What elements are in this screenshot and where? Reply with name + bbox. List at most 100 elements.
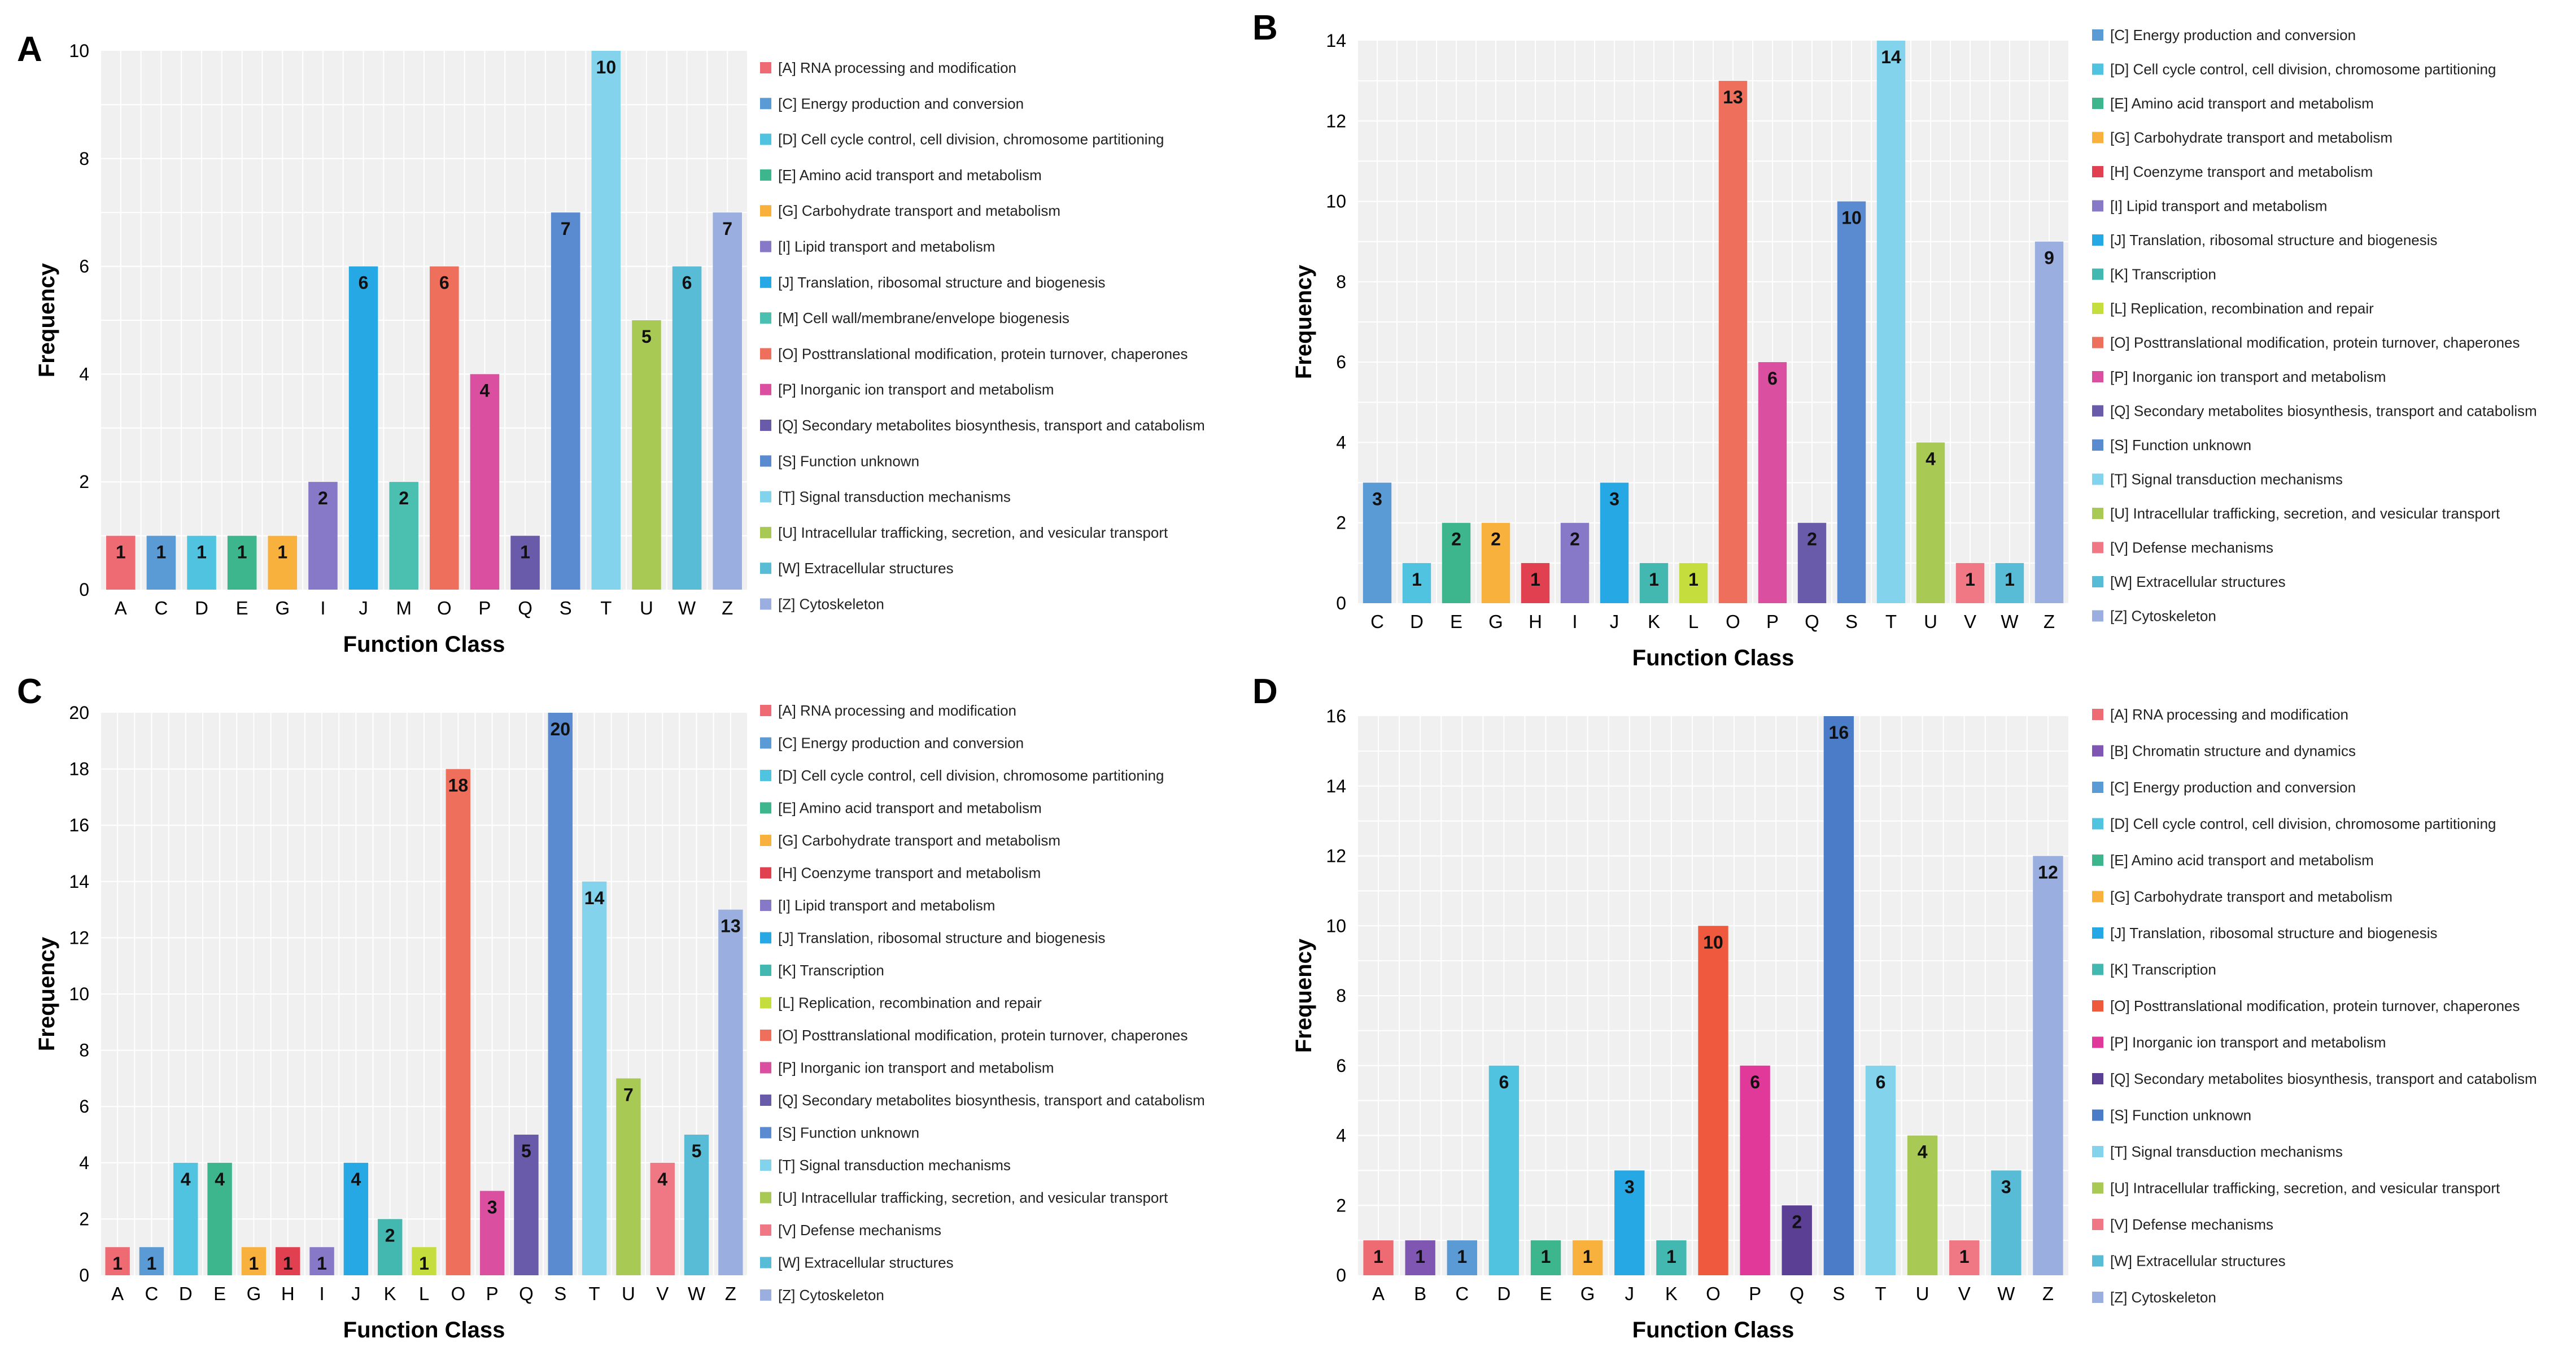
legend-swatch	[760, 133, 771, 145]
legend-entry: [T] Signal transduction mechanisms	[778, 489, 1011, 505]
legend-entry: [O] Posttranslational modification, prot…	[2110, 334, 2520, 351]
legend-entry: [U] Intracellular trafficking, secretion…	[2110, 1180, 2500, 1197]
x-tick-label: K	[384, 1283, 396, 1304]
bar-value-label: 9	[2044, 248, 2054, 268]
legend-entry: [J] Translation, ribosomal structure and…	[2110, 925, 2438, 941]
bar-o	[1698, 926, 1728, 1275]
legend-swatch	[2092, 1182, 2103, 1194]
bar-value-label: 2	[318, 488, 328, 508]
panel-letter: B	[1252, 8, 1278, 47]
legend-entry: [Z] Cytoskeleton	[778, 1287, 884, 1304]
legend-swatch	[760, 455, 771, 467]
legend-swatch	[2092, 337, 2103, 348]
legend-entry: [W] Extracellular structures	[778, 560, 954, 577]
x-tick-label: C	[145, 1283, 159, 1304]
y-tick-label: 2	[1336, 513, 1346, 533]
bar-value-label: 3	[1609, 489, 1619, 509]
bar-u	[616, 1078, 641, 1275]
bar-value-label: 10	[596, 57, 617, 77]
legend-swatch	[2092, 200, 2103, 212]
legend-swatch	[2092, 29, 2103, 41]
legend-swatch	[760, 1127, 771, 1139]
legend-swatch	[760, 835, 771, 846]
x-tick-label: M	[396, 598, 412, 618]
bar-w	[1995, 563, 2024, 603]
panel-letter: A	[17, 30, 42, 69]
bar-value-label: 12	[2038, 862, 2058, 883]
legend-swatch	[760, 737, 771, 749]
legend-entry: [W] Extracellular structures	[778, 1254, 954, 1271]
x-tick-label: B	[1414, 1283, 1426, 1304]
x-tick-label: W	[678, 598, 696, 618]
x-tick-label: G	[1488, 611, 1503, 632]
bar-w	[1991, 1170, 2021, 1275]
y-tick-label: 20	[69, 703, 89, 723]
legend-entry: [E] Amino acid transport and metabolism	[2110, 852, 2374, 869]
bar-value-label: 4	[657, 1169, 667, 1189]
y-tick-label: 8	[79, 1040, 89, 1061]
legend-entry: [L] Replication, recombination and repai…	[778, 995, 1042, 1012]
panel-letter: D	[1252, 672, 1278, 711]
x-axis-title: Function Class	[1632, 1318, 1795, 1342]
legend-swatch	[760, 770, 771, 781]
x-tick-label: V	[656, 1283, 669, 1304]
bar-a	[105, 1247, 130, 1275]
x-tick-label: E	[213, 1283, 226, 1304]
bar-z	[713, 212, 742, 590]
bar-value-label: 1	[1457, 1246, 1467, 1267]
legend-entry: [U] Intracellular trafficking, secretion…	[2110, 505, 2500, 522]
x-tick-label: T	[588, 1283, 600, 1304]
legend-entry: [C] Energy production and conversion	[778, 95, 1024, 112]
bar-o	[446, 769, 471, 1275]
legend-swatch	[760, 62, 771, 73]
bar-k	[1656, 1240, 1687, 1275]
legend-entry: [C] Energy production and conversion	[2110, 779, 2356, 796]
legend-swatch	[2092, 610, 2103, 622]
x-tick-label: O	[1726, 611, 1740, 632]
y-tick-label: 10	[69, 984, 89, 1004]
bar-i	[308, 482, 338, 590]
x-tick-label: C	[1455, 1283, 1469, 1304]
bar-k	[377, 1219, 403, 1275]
legend-entry: [V] Defense mechanisms	[2110, 539, 2273, 556]
x-tick-label: Q	[1805, 611, 1819, 632]
legend-swatch	[760, 312, 771, 324]
legend-entry: [C] Energy production and conversion	[2110, 27, 2356, 43]
bar-value-label: 10	[1841, 208, 1862, 228]
legend: [A] RNA processing and modification [B] C…	[2092, 706, 2537, 1306]
bar-q	[1782, 1205, 1812, 1275]
bar-value-label: 13	[721, 916, 741, 936]
legend-swatch	[2092, 405, 2103, 417]
bar-s	[1837, 201, 1866, 604]
x-tick-label: K	[1665, 1283, 1678, 1304]
legend-entry: [I] Lipid transport and metabolism	[778, 238, 995, 255]
legend-entry: [D] Cell cycle control, cell division, c…	[778, 131, 1164, 148]
bar-value-label: 4	[480, 380, 490, 400]
bar-value-label: 1	[1412, 569, 1422, 590]
bar-a	[1363, 1240, 1394, 1275]
legend-swatch	[760, 383, 771, 395]
bar-s	[548, 713, 573, 1275]
y-tick-label: 4	[79, 364, 89, 384]
bar-value-label: 7	[722, 219, 732, 239]
legend-swatch	[760, 900, 771, 911]
legend-swatch	[760, 705, 771, 716]
bar-h	[276, 1247, 300, 1275]
bar-value-label: 4	[181, 1169, 191, 1189]
legend-swatch	[760, 802, 771, 814]
x-tick-label: T	[1885, 611, 1897, 632]
bar-value-label: 4	[1918, 1142, 1928, 1162]
legend-entry: [B] Chromatin structure and dynamics	[2110, 743, 2356, 760]
bar-value-label: 1	[419, 1253, 429, 1274]
legend-swatch	[2092, 1036, 2103, 1048]
legend-swatch	[2092, 1219, 2103, 1230]
bar-value-label: 2	[399, 488, 409, 508]
bar-value-label: 5	[641, 326, 652, 347]
legend-swatch	[760, 867, 771, 879]
bar-k	[1639, 563, 1669, 603]
bar-value-label: 14	[584, 888, 605, 908]
legend-swatch	[760, 241, 771, 252]
x-tick-label: J	[1625, 1283, 1635, 1304]
x-tick-label: E	[1540, 1283, 1552, 1304]
bar-d	[187, 535, 216, 590]
